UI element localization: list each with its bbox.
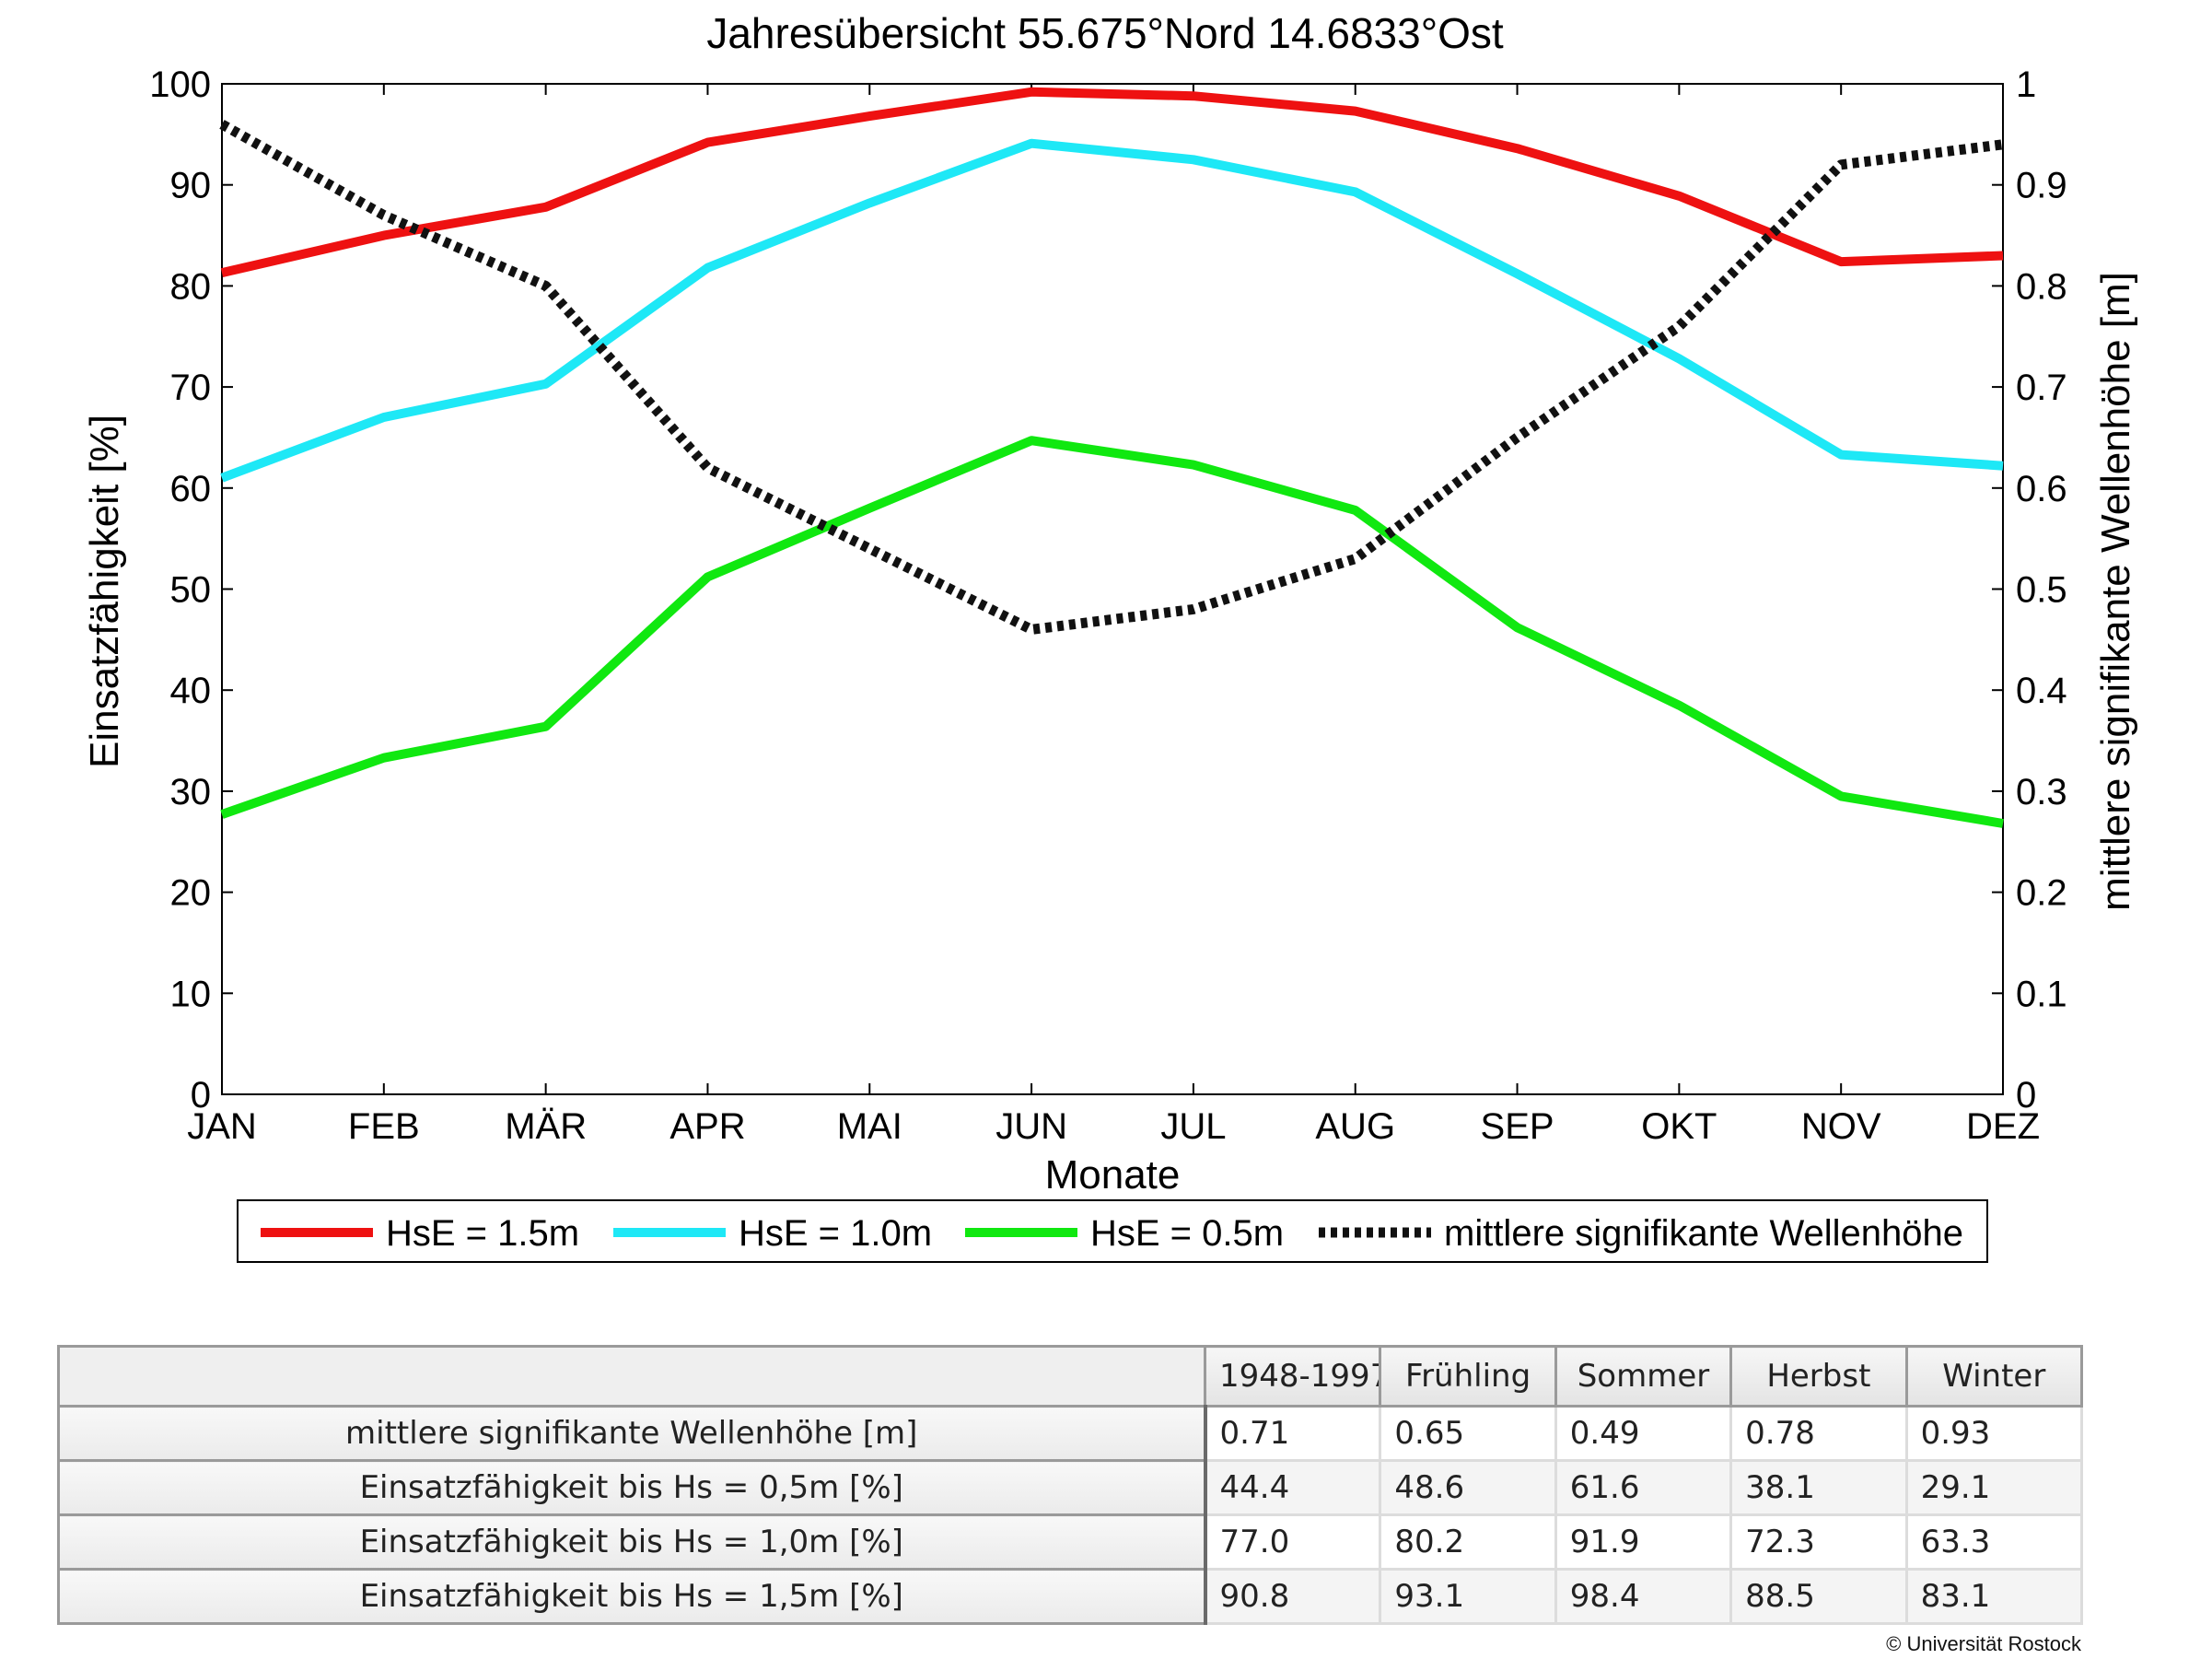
y-tick-label-right: 0.5 (2016, 570, 2067, 611)
table-corner-cell (57, 1345, 1206, 1408)
y-tick-label-right: 0 (2016, 1075, 2036, 1116)
y-tick-label-right: 1 (2016, 64, 2036, 105)
x-tick-label: JUL (1160, 1106, 1226, 1147)
table-cell: 0.49 (1554, 1405, 1733, 1462)
legend-label: HsE = 1.0m (739, 1213, 932, 1254)
y-tick-label-left: 10 (170, 974, 212, 1014)
series-lines (219, 87, 2004, 828)
x-tick-label: FEB (348, 1106, 420, 1147)
chart-title: Jahresübersicht 55.675°Nord 14.6833°Ost (706, 9, 1504, 57)
table-row: Einsatzfähigkeit bis Hs = 0,5m [%] 44.4 … (57, 1459, 2084, 1516)
series-line (220, 87, 2004, 277)
legend-label: HsE = 0.5m (1090, 1213, 1284, 1254)
plot-area (221, 83, 2004, 1095)
table-cell: 91.9 (1554, 1513, 1733, 1571)
row-header: Einsatzfähigkeit bis Hs = 1,5m [%] (57, 1568, 1207, 1625)
table-cell: 98.4 (1554, 1568, 1733, 1625)
series-line (220, 138, 2004, 483)
x-tick-label: NOV (1801, 1106, 1881, 1147)
y-tick-label-right: 0.2 (2016, 873, 2067, 914)
x-tick-label: OKT (1641, 1106, 1717, 1147)
table-row: Einsatzfähigkeit bis Hs = 1,5m [%] 90.8 … (57, 1568, 2084, 1625)
y-tick-label-left: 40 (170, 671, 212, 711)
y-tick-label-right: 0.4 (2016, 671, 2067, 711)
x-tick-label: AUG (1315, 1106, 1395, 1147)
axes: JAN FEB MÄR APR MAI JUN JUL AUG SEP OKT NOV DEZ0102… (149, 64, 2066, 1147)
y-tick-label-left: 60 (170, 469, 212, 509)
table-cell: 29.1 (1904, 1459, 2084, 1516)
y-tick-label-left: 90 (170, 166, 212, 206)
x-tick-label: APR (669, 1106, 745, 1147)
column-header: Frühling (1379, 1345, 1557, 1408)
series-line (220, 436, 2004, 828)
legend-label: HsE = 1.5m (386, 1213, 579, 1254)
table-cell: 0.65 (1379, 1405, 1557, 1462)
plot-frame (221, 83, 2004, 1095)
y-tick-label-right: 0.3 (2016, 772, 2067, 812)
table-cell: 63.3 (1904, 1513, 2084, 1571)
table-cell: 93.1 (1379, 1568, 1557, 1625)
column-header: Winter (1904, 1345, 2084, 1408)
legend-label: mittlere signifikante Wellenhöhe (1444, 1213, 1963, 1254)
x-axis-label: Monate (1045, 1152, 1181, 1198)
legend-box (237, 1199, 1988, 1263)
table-cell: 88.5 (1729, 1568, 1908, 1625)
table-cell: 61.6 (1554, 1459, 1733, 1516)
table-row: Einsatzfähigkeit bis Hs = 1,0m [%] 77.0 … (57, 1513, 2084, 1571)
table-cell: 77.0 (1203, 1513, 1382, 1571)
y-tick-label-right: 0.8 (2016, 266, 2067, 307)
y-tick-label-left: 70 (170, 368, 212, 408)
table-cell: 0.71 (1203, 1405, 1382, 1462)
copyright-notice: © Universität Rostock (1886, 1632, 2081, 1655)
table-cell: 90.8 (1203, 1568, 1382, 1625)
table-cell: 72.3 (1729, 1513, 1908, 1571)
y-tick-label-left: 100 (149, 64, 211, 105)
row-header: mittlere signifikante Wellenhöhe [m] (57, 1405, 1207, 1462)
chart: Jahresübersicht 55.675°Nord 14.6833°Ost … (82, 9, 2138, 1263)
table-cell: 0.78 (1729, 1405, 1908, 1462)
row-header: Einsatzfähigkeit bis Hs = 0,5m [%] (57, 1459, 1207, 1516)
y-axis-label-left: Einsatzfähigkeit [%] (82, 415, 127, 768)
x-tick-label: DEZ (1966, 1106, 2040, 1147)
y-axis-label-right: mittlere signifikante Wellenhöhe [m] (2093, 272, 2138, 911)
y-tick-label-left: 80 (170, 266, 212, 307)
column-header: Herbst (1729, 1345, 1908, 1408)
y-tick-label-right: 0.7 (2016, 368, 2067, 408)
table-cell: 48.6 (1379, 1459, 1557, 1516)
y-tick-label-left: 50 (170, 570, 212, 611)
y-tick-label-right: 0.9 (2016, 166, 2067, 206)
x-tick-label: JAN (187, 1106, 257, 1147)
table-cell: 38.1 (1729, 1459, 1908, 1516)
x-tick-label: SEP (1481, 1106, 1554, 1147)
table-cell: 0.93 (1904, 1405, 2084, 1462)
y-tick-label-left: 30 (170, 772, 212, 812)
table-cell: 44.4 (1203, 1459, 1382, 1516)
x-tick-label: MAI (837, 1106, 902, 1147)
column-header: 1948-1997 (1203, 1345, 1382, 1408)
y-tick-label-left: 20 (170, 873, 212, 914)
x-tick-label: MÄR (505, 1106, 587, 1147)
y-tick-label-right: 0.6 (2016, 469, 2067, 509)
x-tick-label: JUN (995, 1106, 1067, 1147)
column-header: Sommer (1554, 1345, 1733, 1408)
table-cell: 83.1 (1904, 1568, 2084, 1625)
table-cell: 80.2 (1379, 1513, 1557, 1571)
table-header-row: 1948-1997 Frühling Sommer Herbst Winter (57, 1345, 2084, 1408)
series-line (219, 120, 2004, 635)
table-row: mittlere signifikante Wellenhöhe [m] 0.7… (57, 1405, 2084, 1462)
statistics-table: 1948-1997 Frühling Sommer Herbst Winter … (57, 1345, 2084, 1625)
y-tick-label-right: 0.1 (2016, 974, 2067, 1014)
legend: HsE = 1.5m HsE = 1.0m HsE = 0.5m mittlere s… (237, 1199, 1988, 1263)
row-header: Einsatzfähigkeit bis Hs = 1,0m [%] (57, 1513, 1207, 1571)
y-tick-label-left: 0 (191, 1075, 211, 1116)
